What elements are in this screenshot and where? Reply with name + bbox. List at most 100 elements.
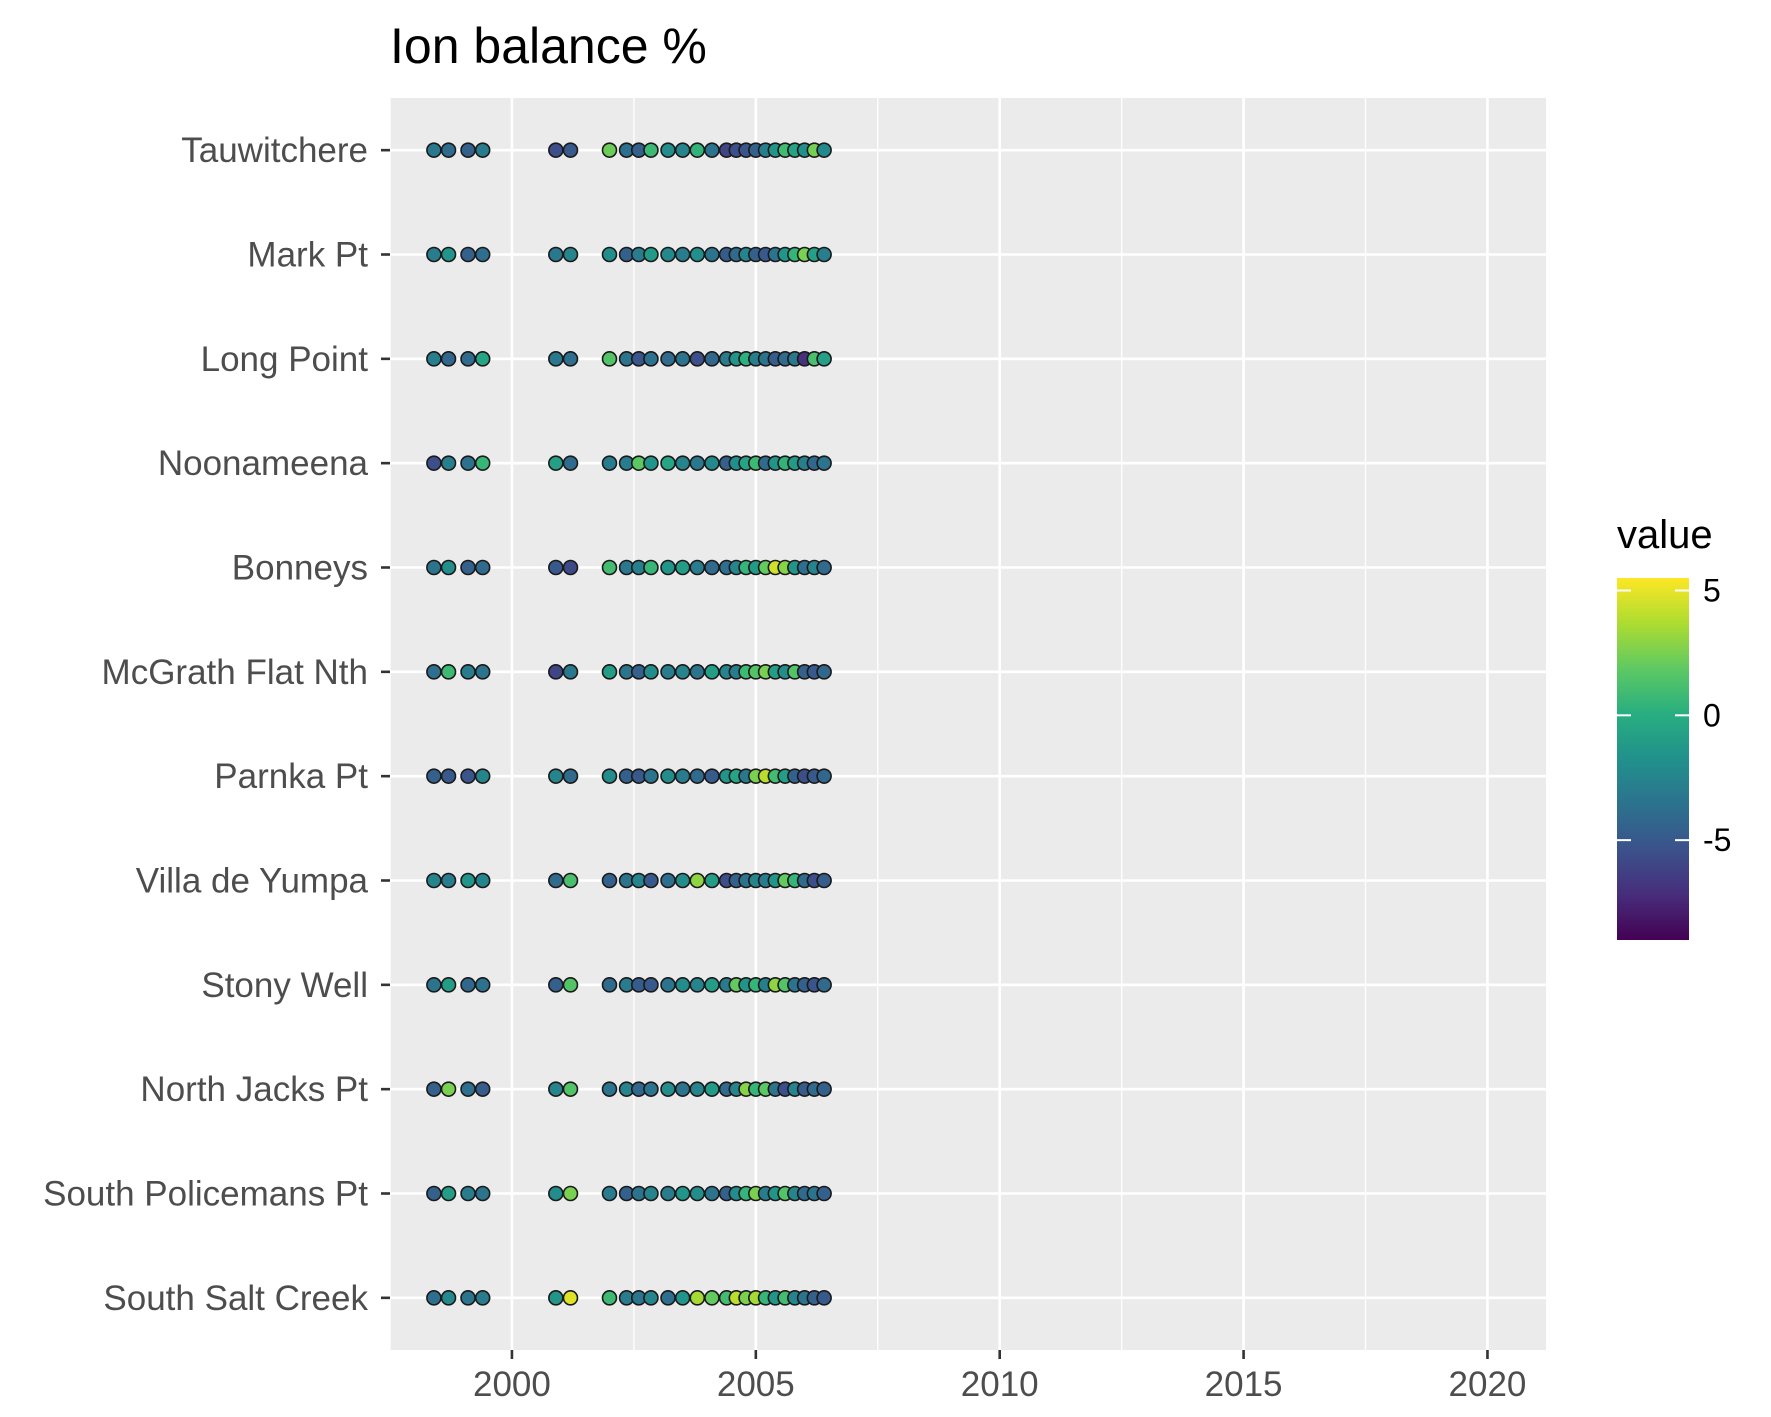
x-tick-label: 2005: [717, 1365, 795, 1404]
y-tick-label: Mark Pt: [247, 236, 368, 275]
data-point: [426, 455, 442, 471]
data-point: [440, 768, 457, 784]
data-point: [704, 768, 720, 784]
data-point: [643, 664, 659, 680]
data-point: [426, 559, 442, 576]
data-point: [601, 559, 618, 576]
data-point: [474, 351, 491, 367]
data-point: [548, 1185, 564, 1202]
data-point: [460, 664, 476, 680]
y-tick-label: North Jacks Pt: [140, 1070, 368, 1109]
data-point: [426, 142, 442, 158]
data-point: [689, 455, 706, 471]
x-tick-label: 2015: [1205, 1365, 1283, 1404]
data-point: [816, 246, 832, 263]
y-tick-label: Noonameena: [158, 444, 369, 483]
data-point: [816, 872, 832, 889]
data-point: [474, 872, 491, 889]
data-point: [643, 142, 659, 158]
data-point: [601, 768, 618, 784]
data-point: [674, 559, 691, 576]
data-point: [689, 142, 706, 158]
data-point: [816, 1185, 832, 1202]
data-point: [474, 246, 491, 263]
data-point: [660, 142, 676, 158]
data-point: [474, 664, 491, 680]
data-point: [704, 351, 720, 367]
data-point: [548, 664, 564, 680]
data-point: [601, 872, 618, 889]
x-tick-label: 2020: [1449, 1365, 1527, 1404]
data-point: [474, 768, 491, 784]
data-point: [643, 455, 659, 471]
data-point: [460, 872, 476, 889]
data-point: [674, 872, 691, 889]
data-point: [816, 1081, 832, 1097]
data-point: [460, 455, 476, 471]
data-point: [643, 351, 659, 367]
data-point: [816, 142, 832, 158]
data-point: [689, 872, 706, 889]
data-point: [548, 246, 564, 263]
data-point: [704, 977, 720, 993]
data-point: [562, 977, 579, 993]
data-point: [440, 559, 457, 576]
data-point: [704, 664, 720, 680]
data-point: [562, 768, 579, 784]
data-point: [674, 977, 691, 993]
data-point: [426, 1290, 442, 1306]
data-point: [474, 977, 491, 993]
data-point: [562, 1185, 579, 1202]
data-point: [426, 664, 442, 680]
data-point: [704, 142, 720, 158]
data-point: [674, 351, 691, 367]
data-point: [440, 246, 457, 263]
legend-tick-label: 5: [1703, 572, 1721, 608]
data-point: [643, 872, 659, 889]
y-tick-label: Tauwitchere: [181, 131, 368, 170]
data-point: [704, 1290, 720, 1306]
data-point: [643, 768, 659, 784]
x-tick-label: 2010: [961, 1365, 1039, 1404]
data-point: [601, 1185, 618, 1202]
data-point: [660, 559, 676, 576]
data-point: [548, 768, 564, 784]
data-point: [548, 977, 564, 993]
data-point: [474, 559, 491, 576]
data-point: [601, 1081, 618, 1097]
data-point: [674, 1185, 691, 1202]
data-point: [816, 977, 832, 993]
data-point: [674, 768, 691, 784]
data-point: [460, 559, 476, 576]
data-point: [660, 977, 676, 993]
data-point: [643, 559, 659, 576]
data-point: [562, 351, 579, 367]
data-point: [601, 351, 618, 367]
data-point: [689, 977, 706, 993]
data-point: [426, 246, 442, 263]
data-point: [704, 559, 720, 576]
data-point: [548, 872, 564, 889]
data-point: [426, 768, 442, 784]
data-point: [689, 1185, 706, 1202]
data-point: [689, 1290, 706, 1306]
y-tick-label: South Salt Creek: [103, 1279, 368, 1318]
data-point: [548, 1081, 564, 1097]
data-point: [562, 142, 579, 158]
data-point: [660, 1290, 676, 1306]
data-point: [474, 455, 491, 471]
data-point: [674, 1290, 691, 1306]
data-point: [440, 1081, 457, 1097]
data-point: [660, 246, 676, 263]
data-point: [689, 664, 706, 680]
y-tick-label: South Policemans Pt: [43, 1175, 368, 1214]
data-point: [601, 246, 618, 263]
data-point: [440, 455, 457, 471]
y-tick-label: McGrath Flat Nth: [102, 653, 368, 692]
data-point: [660, 872, 676, 889]
data-point: [562, 1290, 579, 1306]
legend-colorbar: [1617, 578, 1689, 940]
data-point: [816, 351, 832, 367]
data-point: [816, 559, 832, 576]
